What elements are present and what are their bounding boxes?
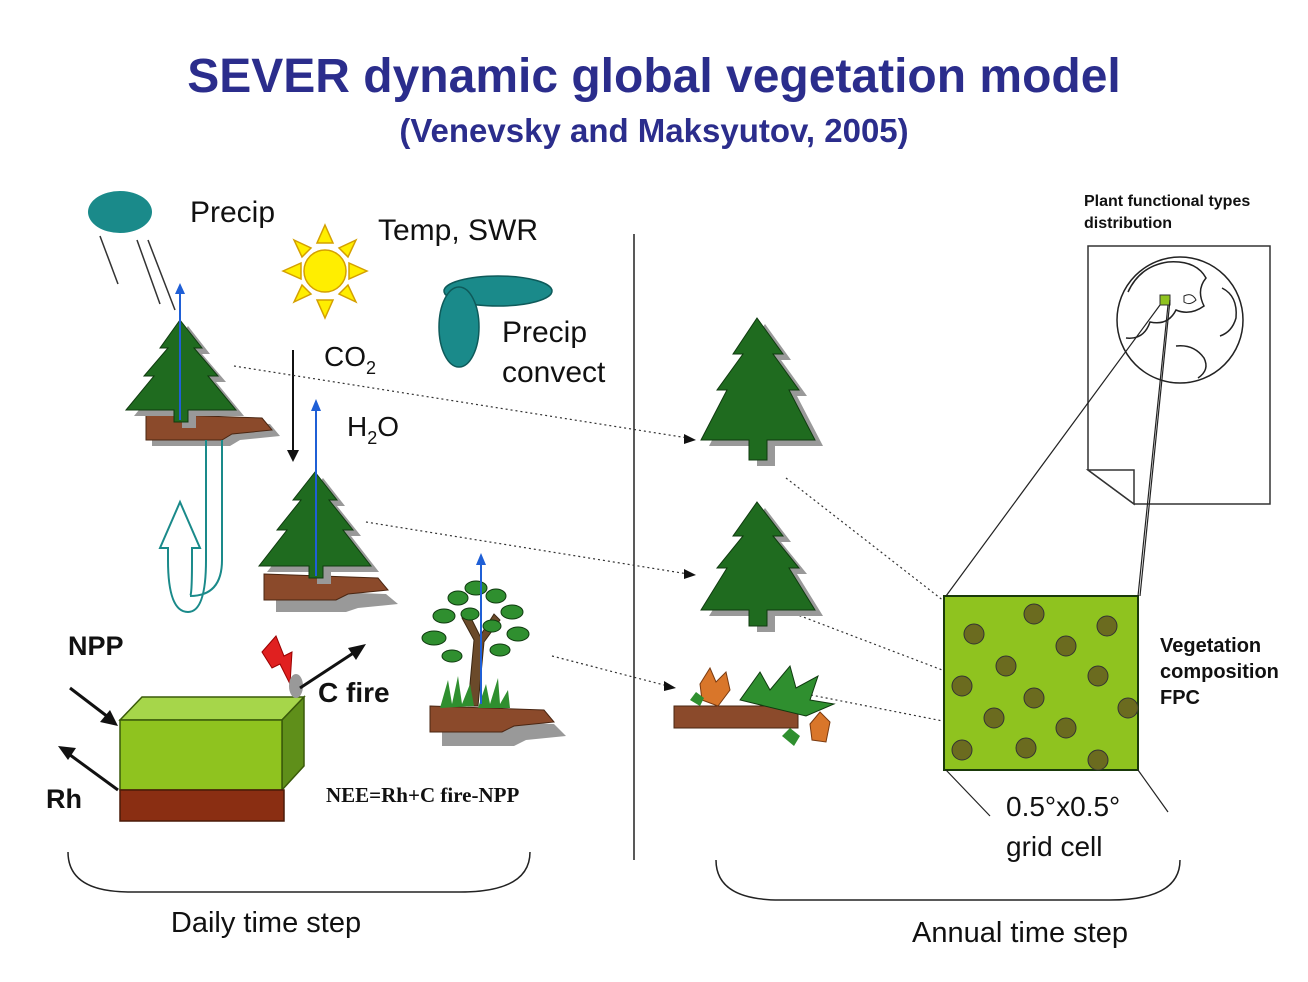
convective-cloud-icon <box>438 275 553 368</box>
transpiration-arrow-1 <box>175 283 185 420</box>
transpiration-arrow-3 <box>476 553 486 704</box>
veg-composition-label-1: Vegetation <box>1160 635 1261 657</box>
rain-cloud-icon <box>88 191 176 311</box>
pft-label-1: Plant functional types <box>1084 193 1250 210</box>
diagram-subtitle: (Venevsky and Maksyutov, 2005) <box>399 112 908 149</box>
water-cycle-arrow <box>158 440 223 614</box>
pft-label-2: distribution <box>1084 215 1172 232</box>
dotted-arrows <box>233 365 959 725</box>
precip-convect-label-2: convect <box>502 356 606 389</box>
co2-label: CO2 <box>324 341 376 378</box>
c-fire-label: C fire <box>318 677 390 708</box>
grid-cell <box>943 595 1139 771</box>
npp-label: NPP <box>68 631 124 661</box>
fire-lightning-icon <box>261 635 303 698</box>
annual-shrub <box>673 664 836 746</box>
grid-cell-label: grid cell <box>1006 831 1102 862</box>
conifer-tree-1 <box>124 319 280 446</box>
c-fire-arrow <box>299 644 366 690</box>
sun-icon <box>281 223 369 320</box>
zoom-line-left <box>945 304 1161 597</box>
carbon-pool-box <box>118 695 306 822</box>
npp-arrow <box>69 686 118 726</box>
co2-flux-arrow <box>287 350 299 462</box>
annual-conifer-tree-2 <box>700 501 823 632</box>
transpiration-arrow-2 <box>311 399 321 576</box>
precip-label: Precip <box>190 196 275 229</box>
veg-composition-label-2: composition <box>1160 661 1279 683</box>
precip-convect-label-1: Precip <box>502 316 587 349</box>
grid-size-label: 0.5°x0.5° <box>1006 791 1120 822</box>
temp-swr-label: Temp, SWR <box>378 214 538 247</box>
diagram-title: SEVER dynamic global vegetation model <box>187 50 1121 103</box>
annual-brace <box>715 859 1181 901</box>
rh-arrow <box>58 746 119 792</box>
daily-time-step-label: Daily time step <box>171 907 361 939</box>
deciduous-tree <box>421 580 566 746</box>
nee-equation: NEE=Rh+C fire-NPP <box>326 783 519 807</box>
conifer-tree-2 <box>257 471 398 612</box>
h2o-label: H2O <box>347 411 399 448</box>
annual-conifer-tree-1 <box>700 317 823 466</box>
zoom-line-right <box>1137 304 1169 597</box>
grid-cell-pointer-left <box>945 769 991 817</box>
daily-brace <box>67 851 531 893</box>
pft-map-page <box>1085 245 1271 506</box>
rh-label: Rh <box>46 784 82 814</box>
zoom-line-right-2 <box>1139 299 1171 597</box>
veg-composition-label-3: FPC <box>1160 687 1200 709</box>
grid-cell-pointer-right <box>1137 769 1169 813</box>
annual-time-step-label: Annual time step <box>912 917 1128 949</box>
